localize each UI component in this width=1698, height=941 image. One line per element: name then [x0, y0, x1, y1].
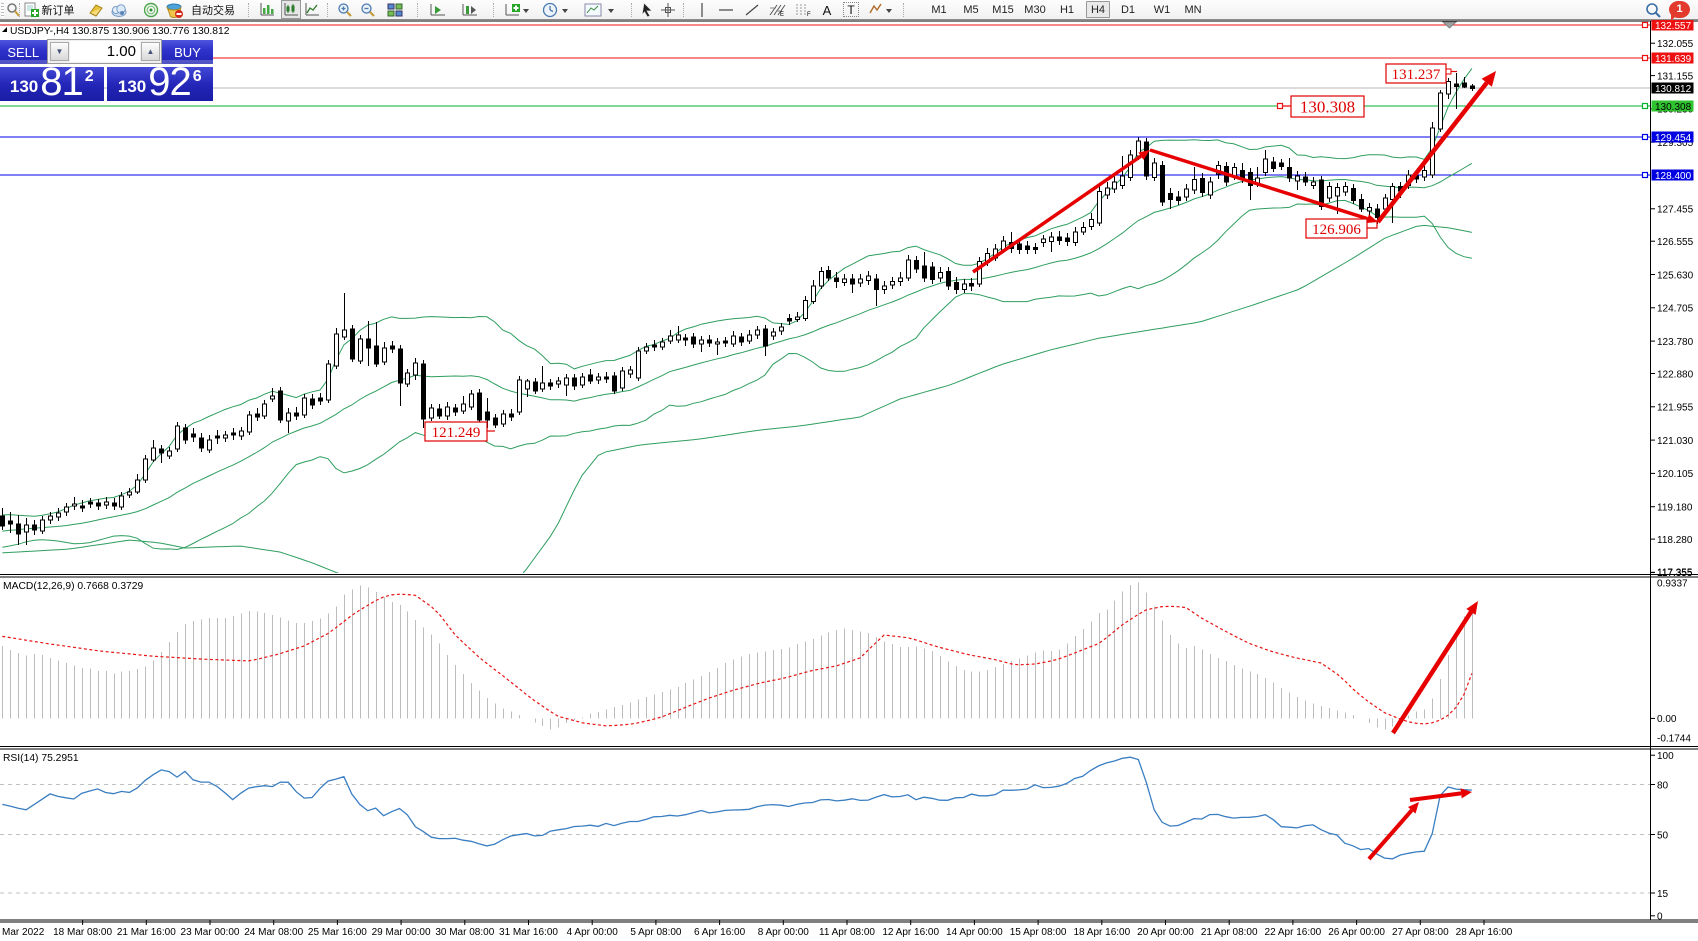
svg-text:MACD(12,26,9) 0.7668 0.3729: MACD(12,26,9) 0.7668 0.3729	[3, 581, 144, 592]
svg-text:22 Apr 16:00: 22 Apr 16:00	[1265, 927, 1322, 938]
svg-text:131.639: 131.639	[1655, 54, 1692, 65]
svg-text:4 Apr 00:00: 4 Apr 00:00	[567, 927, 619, 938]
svg-text:6 Apr 16:00: 6 Apr 16:00	[694, 927, 746, 938]
svg-text:14 Apr 00:00: 14 Apr 00:00	[946, 927, 1003, 938]
svg-text:125.630: 125.630	[1657, 270, 1694, 281]
svg-text:117.355: 117.355	[1657, 568, 1693, 579]
svg-text:130.812: 130.812	[1655, 84, 1692, 95]
svg-text:28 Apr 16:00: 28 Apr 16:00	[1456, 927, 1513, 938]
svg-text:119.180: 119.180	[1657, 503, 1693, 514]
svg-text:50: 50	[1657, 830, 1669, 841]
svg-text:31 Mar 16:00: 31 Mar 16:00	[499, 927, 558, 938]
svg-text:132.055: 132.055	[1657, 39, 1694, 50]
svg-text:5 Apr 08:00: 5 Apr 08:00	[630, 927, 682, 938]
svg-text:15: 15	[1657, 889, 1669, 900]
svg-text:7 Mar 2022: 7 Mar 2022	[0, 927, 45, 938]
svg-text:117.355: 117.355	[1657, 568, 1693, 579]
svg-text:131.155: 131.155	[1657, 71, 1694, 82]
svg-text:121.955: 121.955	[1657, 403, 1694, 414]
svg-text:F: F	[807, 12, 811, 18]
svg-text:128.400: 128.400	[1655, 171, 1692, 182]
svg-text:25 Mar 16:00: 25 Mar 16:00	[308, 927, 367, 938]
svg-text:8 Apr 00:00: 8 Apr 00:00	[758, 927, 810, 938]
svg-text:80: 80	[1657, 780, 1669, 791]
svg-text:30 Mar 08:00: 30 Mar 08:00	[435, 927, 494, 938]
svg-text:100: 100	[1657, 751, 1674, 762]
svg-text:29 Mar 00:00: 29 Mar 00:00	[372, 927, 431, 938]
svg-text:126.906: 126.906	[1312, 222, 1361, 238]
svg-text:21 Apr 08:00: 21 Apr 08:00	[1201, 927, 1258, 938]
svg-text:130.308: 130.308	[1300, 98, 1355, 117]
svg-text:-0.1744: -0.1744	[1657, 734, 1691, 745]
svg-text:129.305: 129.305	[1657, 138, 1694, 149]
svg-text:11 Apr 08:00: 11 Apr 08:00	[819, 927, 875, 938]
svg-text:0: 0	[1657, 912, 1663, 923]
svg-text:130.308: 130.308	[1655, 102, 1692, 113]
svg-text:RSI(14) 75.2951: RSI(14) 75.2951	[3, 753, 79, 764]
svg-text:132.557: 132.557	[1655, 21, 1692, 32]
svg-text:0.9337: 0.9337	[1657, 579, 1688, 590]
svg-text:27 Apr 08:00: 27 Apr 08:00	[1392, 927, 1449, 938]
svg-text:USDJPY-,H4 130.875 130.906 13: USDJPY-,H4 130.875 130.906 130.776 130.8…	[10, 26, 230, 37]
svg-text:24 Mar 08:00: 24 Mar 08:00	[244, 927, 303, 938]
svg-text:121.030: 121.030	[1657, 436, 1694, 447]
svg-text:23 Mar 00:00: 23 Mar 00:00	[181, 927, 240, 938]
svg-text:18 Mar 08:00: 18 Mar 08:00	[53, 927, 112, 938]
svg-text:123.780: 123.780	[1657, 337, 1694, 348]
svg-text:122.880: 122.880	[1657, 369, 1694, 380]
svg-text:20 Apr 00:00: 20 Apr 00:00	[1137, 927, 1194, 938]
svg-text:120.105: 120.105	[1657, 469, 1694, 480]
svg-text:121.249: 121.249	[432, 425, 481, 441]
svg-text:126.555: 126.555	[1657, 237, 1694, 248]
svg-text:E: E	[780, 12, 784, 18]
svg-text:26 Apr 00:00: 26 Apr 00:00	[1328, 927, 1385, 938]
svg-text:127.455: 127.455	[1657, 205, 1694, 216]
svg-text:18 Apr 16:00: 18 Apr 16:00	[1073, 927, 1130, 938]
svg-text:21 Mar 16:00: 21 Mar 16:00	[117, 927, 176, 938]
svg-text:124.705: 124.705	[1657, 304, 1694, 315]
svg-text:15 Apr 08:00: 15 Apr 08:00	[1010, 927, 1067, 938]
svg-text:0.00: 0.00	[1657, 714, 1677, 725]
svg-text:12 Apr 16:00: 12 Apr 16:00	[882, 927, 939, 938]
svg-text:129.454: 129.454	[1655, 133, 1692, 144]
svg-text:118.280: 118.280	[1657, 535, 1693, 546]
svg-text:131.237: 131.237	[1392, 67, 1441, 83]
